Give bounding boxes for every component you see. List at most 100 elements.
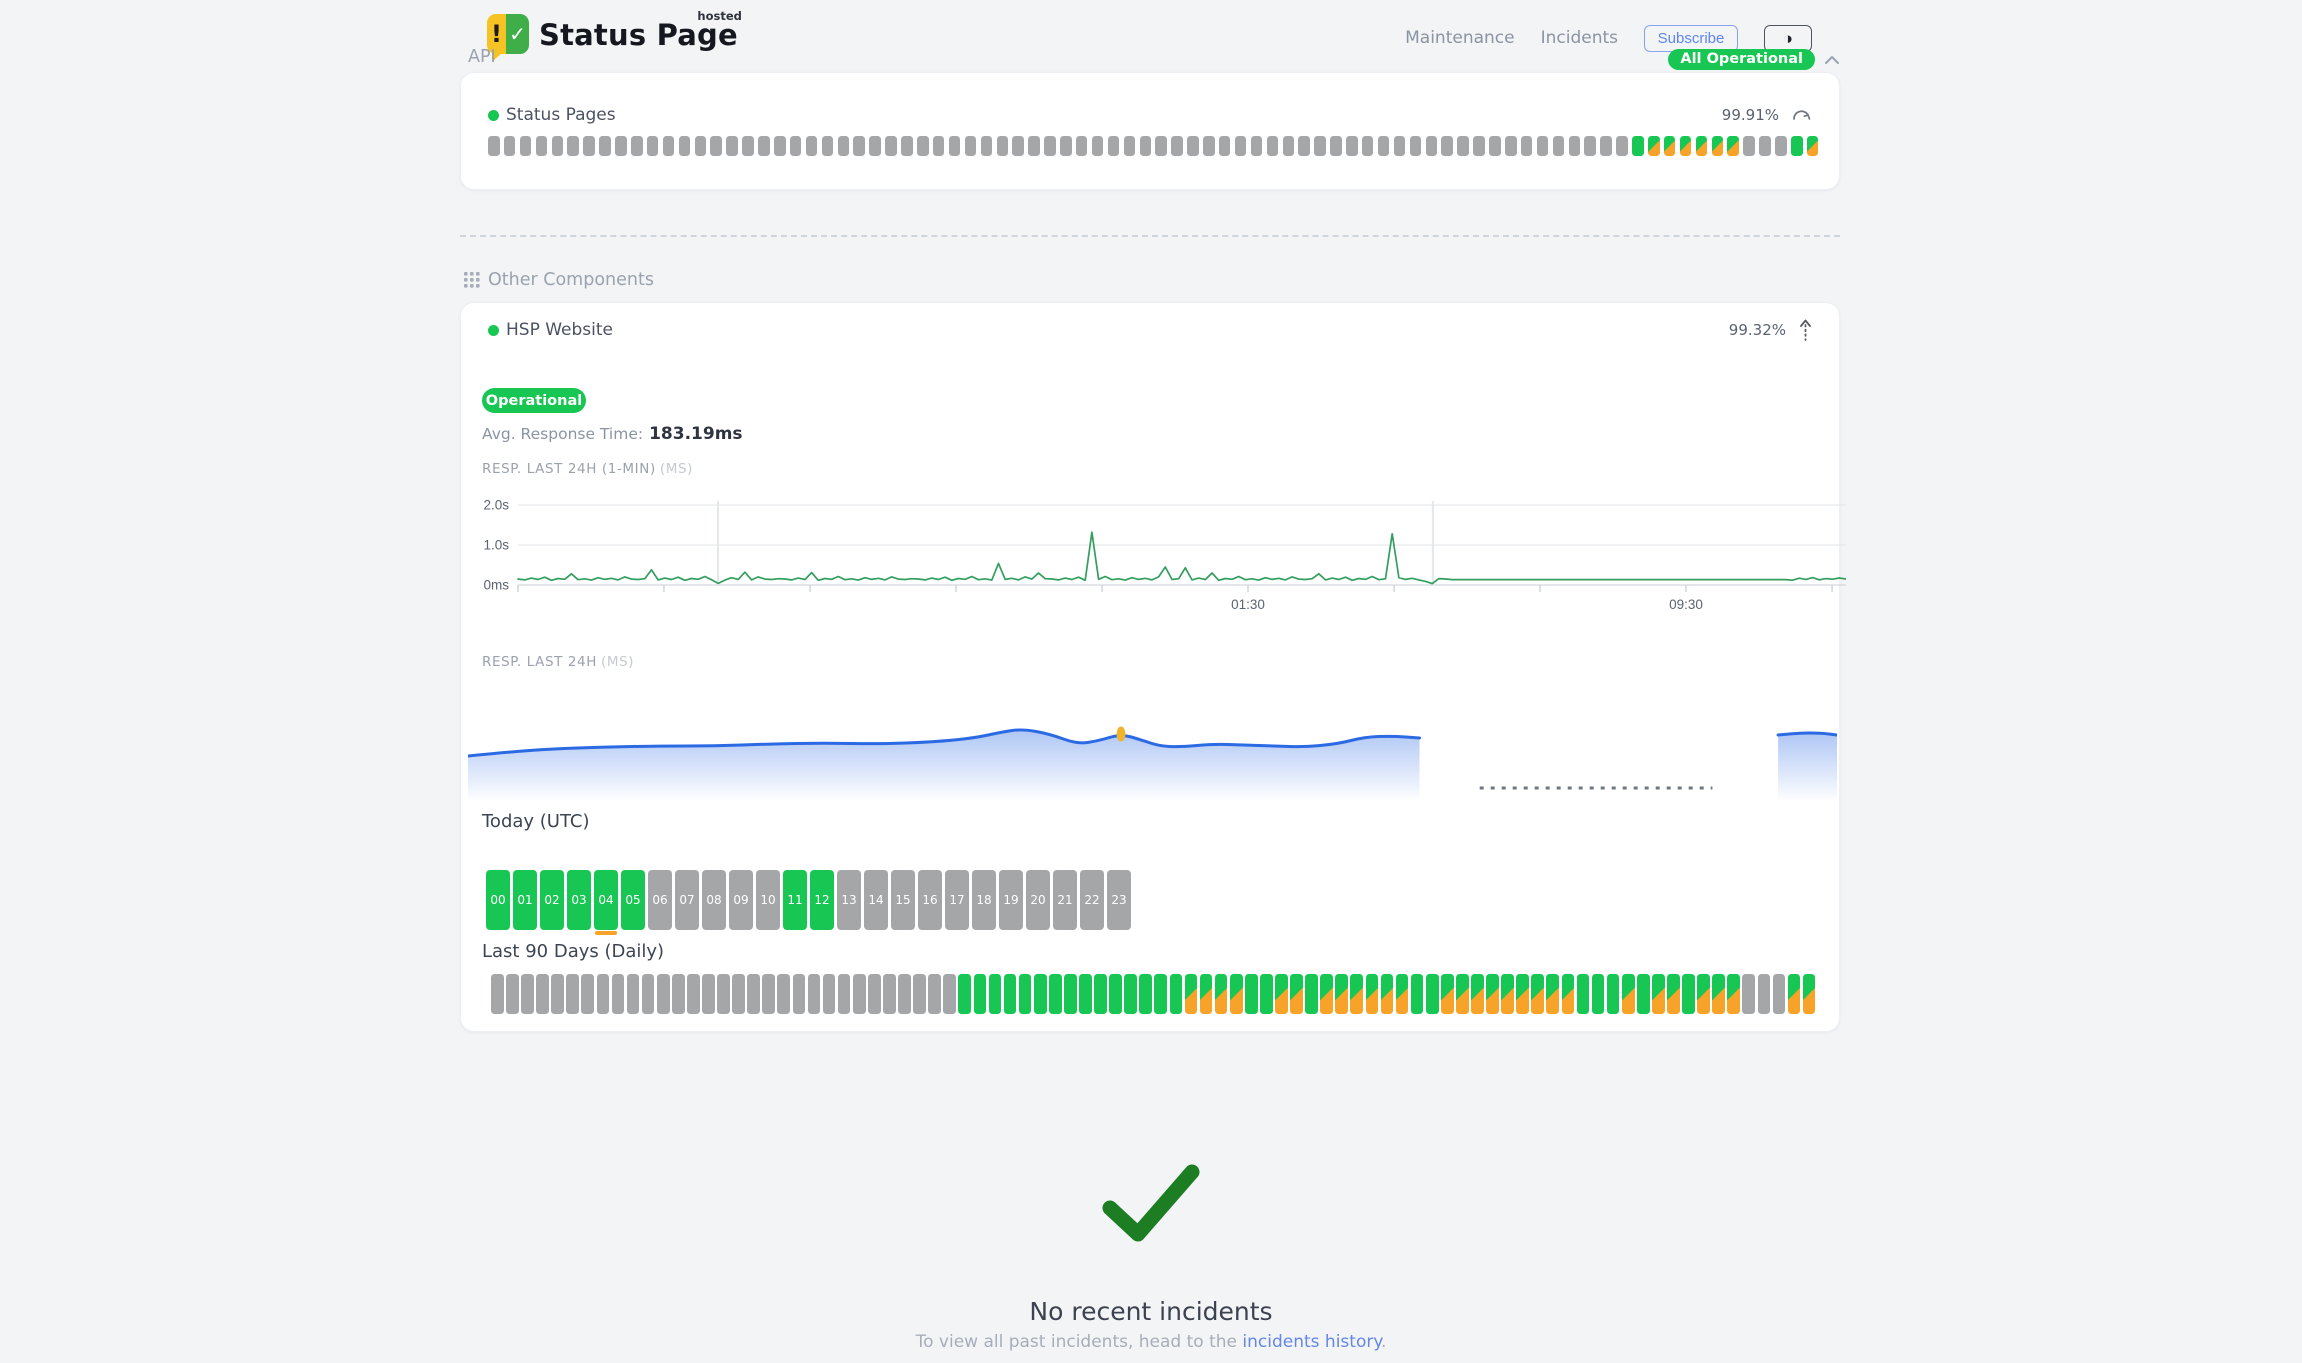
daily-uptime-bar (1757, 974, 1771, 1014)
daily-uptime-bar (1079, 974, 1092, 1014)
daily-uptime-bar (1772, 974, 1786, 1014)
uptime-bar (1155, 136, 1167, 156)
uptime-percent: 99.32% (1728, 321, 1786, 339)
daily-uptime-bar (1787, 974, 1801, 1014)
component-row-status-pages[interactable]: Status Pages 99.91% (488, 105, 1812, 125)
daily-uptime-bar (1471, 974, 1484, 1014)
daily-uptime-bar (1667, 974, 1680, 1014)
uptime-bar (1806, 136, 1819, 156)
uptime-bar (1584, 136, 1596, 156)
grid-icon (464, 272, 480, 288)
avg-response-row: Avg. Response Time: 183.19ms (482, 424, 743, 444)
uptime-bar (615, 136, 627, 156)
daily-uptime-bar (1712, 974, 1726, 1014)
daily-uptime-bar (1727, 974, 1741, 1014)
collapse-arrow-icon[interactable] (1799, 319, 1812, 341)
daily-uptime-bar (762, 974, 776, 1014)
daily-uptime-bar (852, 974, 866, 1014)
uptime-bar (1759, 136, 1771, 156)
theme-toggle-button[interactable]: ◑ (1764, 24, 1812, 52)
daily-uptime-bar (943, 974, 957, 1014)
component-row-hsp-website[interactable]: HSP Website 99.32% (488, 319, 1812, 341)
uptime-bar (1123, 136, 1136, 156)
svg-text:01:30: 01:30 (1231, 597, 1265, 612)
uptime-bar (853, 136, 865, 156)
hour-box-15: 15 (891, 870, 915, 930)
daily-uptime-bar (1410, 974, 1424, 1014)
hour-box-01: 01 (513, 870, 537, 930)
daily-uptime-bar (1184, 974, 1198, 1014)
top-nav: Maintenance Incidents Subscribe ◑ (1405, 24, 1812, 52)
uptime-bar (1298, 136, 1310, 156)
daily-uptime-bar (1380, 974, 1394, 1014)
overall-status: All Operational (1668, 49, 1840, 70)
component-name: Status Pages (506, 105, 616, 125)
uptime-bar (503, 136, 516, 156)
daily-uptime-bar (1335, 974, 1349, 1014)
uptime-bar (1012, 136, 1024, 156)
refresh-icon[interactable] (1792, 108, 1812, 123)
uptime-bar (996, 136, 1008, 156)
nav-maintenance[interactable]: Maintenance (1405, 28, 1515, 48)
uptime-bar (1552, 136, 1565, 156)
uptime-bar (1600, 136, 1612, 156)
uptime-bar (662, 136, 675, 156)
nav-incidents[interactable]: Incidents (1540, 28, 1618, 48)
hour-box-22: 22 (1080, 870, 1104, 930)
uptime-bar (1648, 136, 1660, 156)
response-time-area-chart[interactable] (468, 694, 1837, 804)
chevron-up-icon[interactable] (1824, 55, 1840, 65)
response-time-line-chart[interactable]: 2.0s 1.0s 0ms 01:30 09:30 (461, 497, 1846, 619)
daily-uptime-bar (1606, 974, 1620, 1014)
dashed-divider (460, 235, 1840, 237)
hosted-tag: hosted (697, 9, 742, 23)
uptime-bar (1663, 136, 1676, 156)
daily-uptime-bar (626, 974, 640, 1014)
uptime-bar (1505, 136, 1517, 156)
degraded-mark (595, 931, 617, 935)
uptime-bar (1775, 136, 1787, 156)
uptime-bar (1473, 136, 1485, 156)
uptime-bar (1107, 136, 1120, 156)
uptime-bar (821, 136, 834, 156)
daily-uptime-bar (1229, 974, 1243, 1014)
uptime-bar (901, 136, 913, 156)
uptime-bar (1441, 136, 1453, 156)
subscribe-button[interactable]: Subscribe (1644, 24, 1738, 52)
uptime-bar (1314, 136, 1326, 156)
daily-uptime-bar (1501, 974, 1514, 1014)
logo-bubble-icon: ! ✓ (487, 14, 529, 62)
daily-uptime-bar (1003, 974, 1017, 1014)
uptime-bar (1330, 136, 1342, 156)
hour-box-13: 13 (837, 870, 861, 930)
daily-uptime-bar (1425, 974, 1439, 1014)
uptime-bar (1568, 136, 1581, 156)
hour-box-05: 05 (621, 870, 645, 930)
uptime-bar (535, 136, 548, 156)
today-hour-strip: 00 01 02 03 04 05 06 07 08 09 10 11 12 13 14 15 16 17 18 19… (486, 870, 1134, 935)
uptime-bar (646, 136, 659, 156)
avg-response-label: Avg. Response Time: (482, 425, 644, 443)
hour-box-19: 19 (999, 870, 1023, 930)
logo-bubble-tail (492, 52, 503, 62)
uptime-bar (1187, 136, 1199, 156)
hour-box-10: 10 (756, 870, 780, 930)
hour-box-11: 11 (783, 870, 807, 930)
daily-uptime-bar (506, 974, 519, 1014)
svg-text:0ms: 0ms (483, 578, 509, 593)
uptime-bar (774, 136, 786, 156)
operational-badge: Operational (482, 388, 586, 413)
incidents-history-link[interactable]: incidents history (1242, 1332, 1381, 1352)
section-other-components: Other Components (464, 270, 654, 290)
uptime-bar (837, 136, 850, 156)
uptime-bar (805, 136, 818, 156)
uptime-bar (678, 136, 691, 156)
last90-title: Last 90 Days (Daily) (482, 941, 665, 962)
daily-uptime-bar (988, 974, 1002, 1014)
status-badge: All Operational (1668, 49, 1815, 70)
daily-uptime-bar (1048, 974, 1062, 1014)
daily-uptime-bar (1244, 974, 1258, 1014)
uptime-bar (1536, 136, 1549, 156)
uptime-bar-strip (488, 136, 1823, 156)
daily-uptime-bar (1561, 974, 1575, 1014)
